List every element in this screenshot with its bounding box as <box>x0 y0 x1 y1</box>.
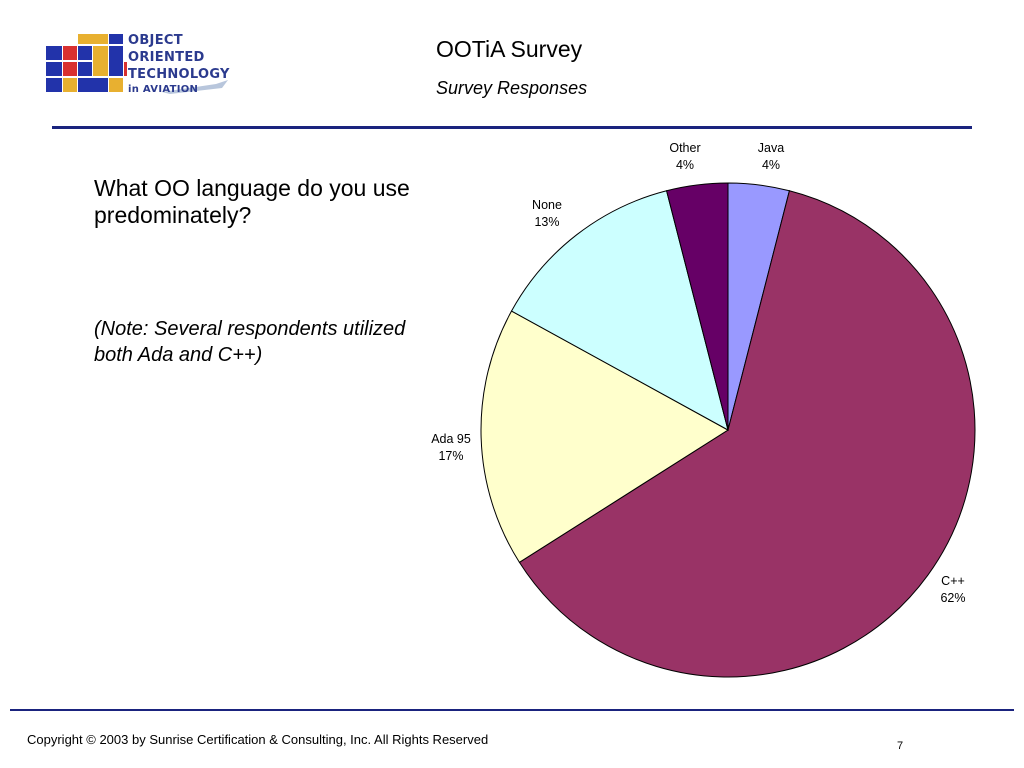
pie-labels: Java 4% C++ 62% Ada 95 17% None 13% Other 4% <box>431 141 965 605</box>
pie-label-ada-95: Ada 95 <box>431 432 471 446</box>
pie-slice-other <box>665 182 729 431</box>
logo-text: OBJECT ORIENTED TECHNOLOGY in AVIATION <box>128 32 230 96</box>
survey-question: What OO language do you use predominatel… <box>94 175 410 228</box>
pie-value-c: 62% <box>940 591 965 605</box>
pie-value-ada-95: 17% <box>438 449 463 463</box>
logo-blocks <box>46 34 127 92</box>
slide-subtitle: Survey Responses <box>436 78 588 98</box>
page-number: 7 <box>897 740 904 752</box>
ootia-logo <box>46 34 228 94</box>
pie-value-none: 13% <box>534 215 559 229</box>
pie-label-none: None <box>532 198 562 212</box>
header-divider <box>52 126 972 129</box>
footer-divider <box>10 709 1014 711</box>
logo-line-1: OBJECT <box>128 33 183 48</box>
slide-title: OOTiA Survey <box>436 36 583 62</box>
logo-line-3: TECHNOLOGY <box>128 67 230 82</box>
logo-line-2: ORIENTED <box>128 50 205 65</box>
pie-value-java: 4% <box>762 158 780 172</box>
pie-slice-ada-95 <box>480 310 729 564</box>
logo-line-4: in AVIATION <box>128 84 199 95</box>
pie-slices <box>480 182 976 678</box>
pie-label-c: C++ <box>941 574 965 588</box>
pie-slice-c <box>518 190 976 678</box>
survey-note: (Note: Several respondents utilized both… <box>94 318 406 366</box>
airplane-icon <box>162 80 228 94</box>
pie-label-java: Java <box>758 141 784 155</box>
pie-value-other: 4% <box>676 158 694 172</box>
copyright-text: Copyright © 2003 by Sunrise Certificatio… <box>27 732 489 747</box>
pie-label-other: Other <box>669 141 700 155</box>
pie-slice-none <box>510 190 729 431</box>
